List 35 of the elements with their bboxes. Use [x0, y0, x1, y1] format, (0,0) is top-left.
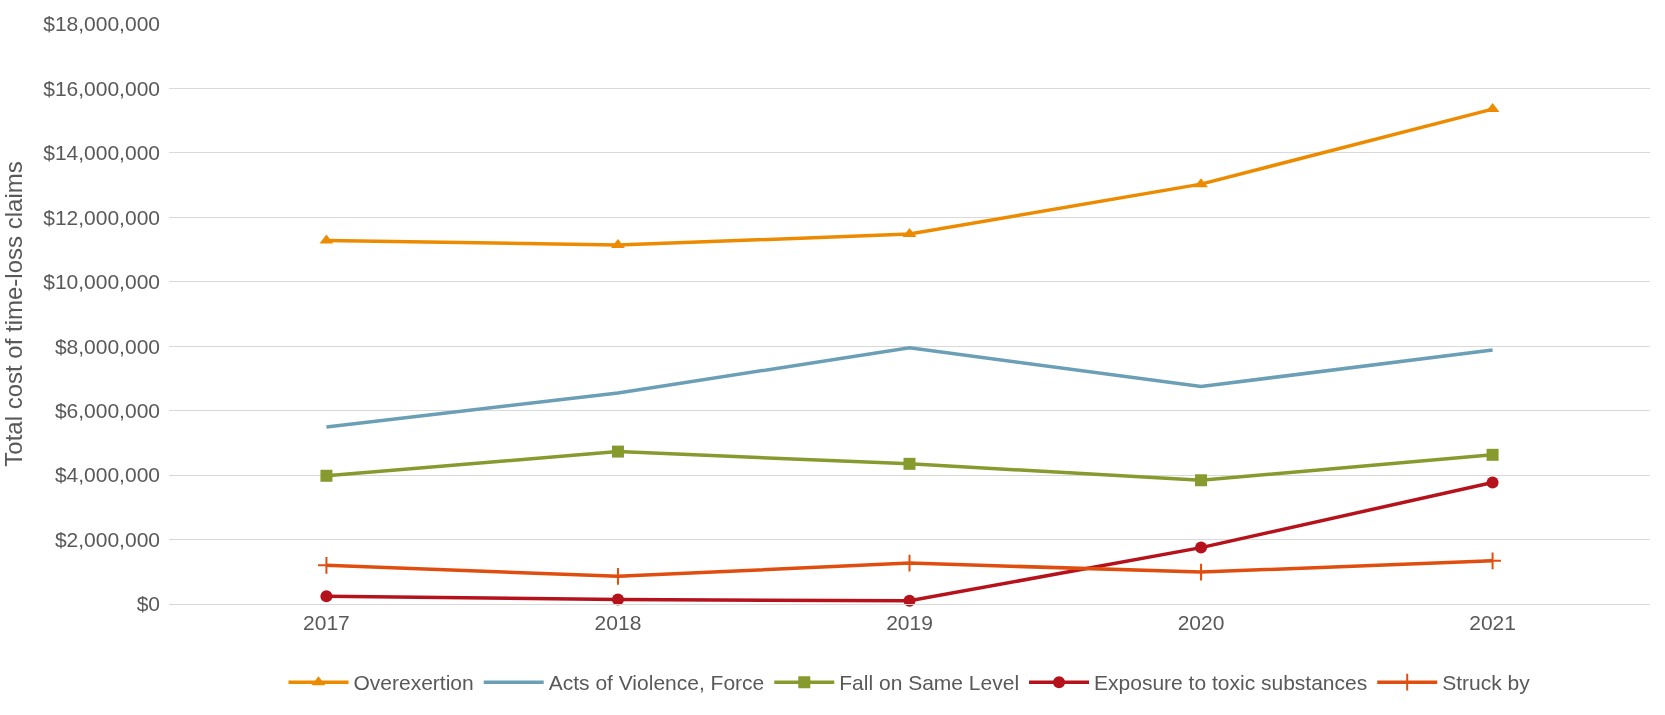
y-tick-label: $6,000,000 [54, 399, 160, 423]
x-tick-label: 2021 [1469, 611, 1516, 635]
point [1486, 448, 1499, 461]
x-tick-label: 2020 [1177, 611, 1225, 635]
point [608, 566, 628, 586]
point [320, 590, 333, 603]
y-tick-label: $4,000,000 [54, 463, 160, 487]
y-tick-label: $0 [136, 592, 160, 616]
y-tick-label: $16,000,000 [43, 76, 160, 100]
legend-label: Fall on Same Level [839, 671, 1020, 695]
point [611, 239, 625, 249]
y-axis-title: Total cost of time-loss claims [0, 161, 27, 467]
y-tick-label: $10,000,000 [43, 270, 160, 294]
point [611, 593, 624, 606]
x-tick-label: 2019 [886, 611, 933, 635]
point [1195, 541, 1208, 554]
y-tick-label: $12,000,000 [43, 205, 160, 229]
point [1194, 178, 1208, 188]
point [611, 445, 624, 458]
legend-label: Acts of Violence, Force [548, 671, 765, 695]
y-tick-label: $18,000,000 [43, 12, 160, 36]
point [1483, 551, 1502, 571]
x-tick-label: 2017 [303, 611, 350, 635]
point [320, 469, 333, 482]
point [1195, 474, 1208, 487]
point [903, 457, 916, 470]
legend-label: Exposure to toxic substances [1094, 671, 1368, 695]
legend-label: Struck by [1442, 671, 1531, 695]
line-series [324, 346, 1495, 429]
x-tick-label: 2018 [594, 611, 642, 635]
legend-label: Overexertion [353, 671, 474, 695]
y-tick-label: $8,000,000 [54, 334, 160, 358]
y-tick-label: $2,000,000 [54, 527, 160, 551]
point [1486, 476, 1499, 489]
y-tick-label: $14,000,000 [43, 141, 160, 165]
